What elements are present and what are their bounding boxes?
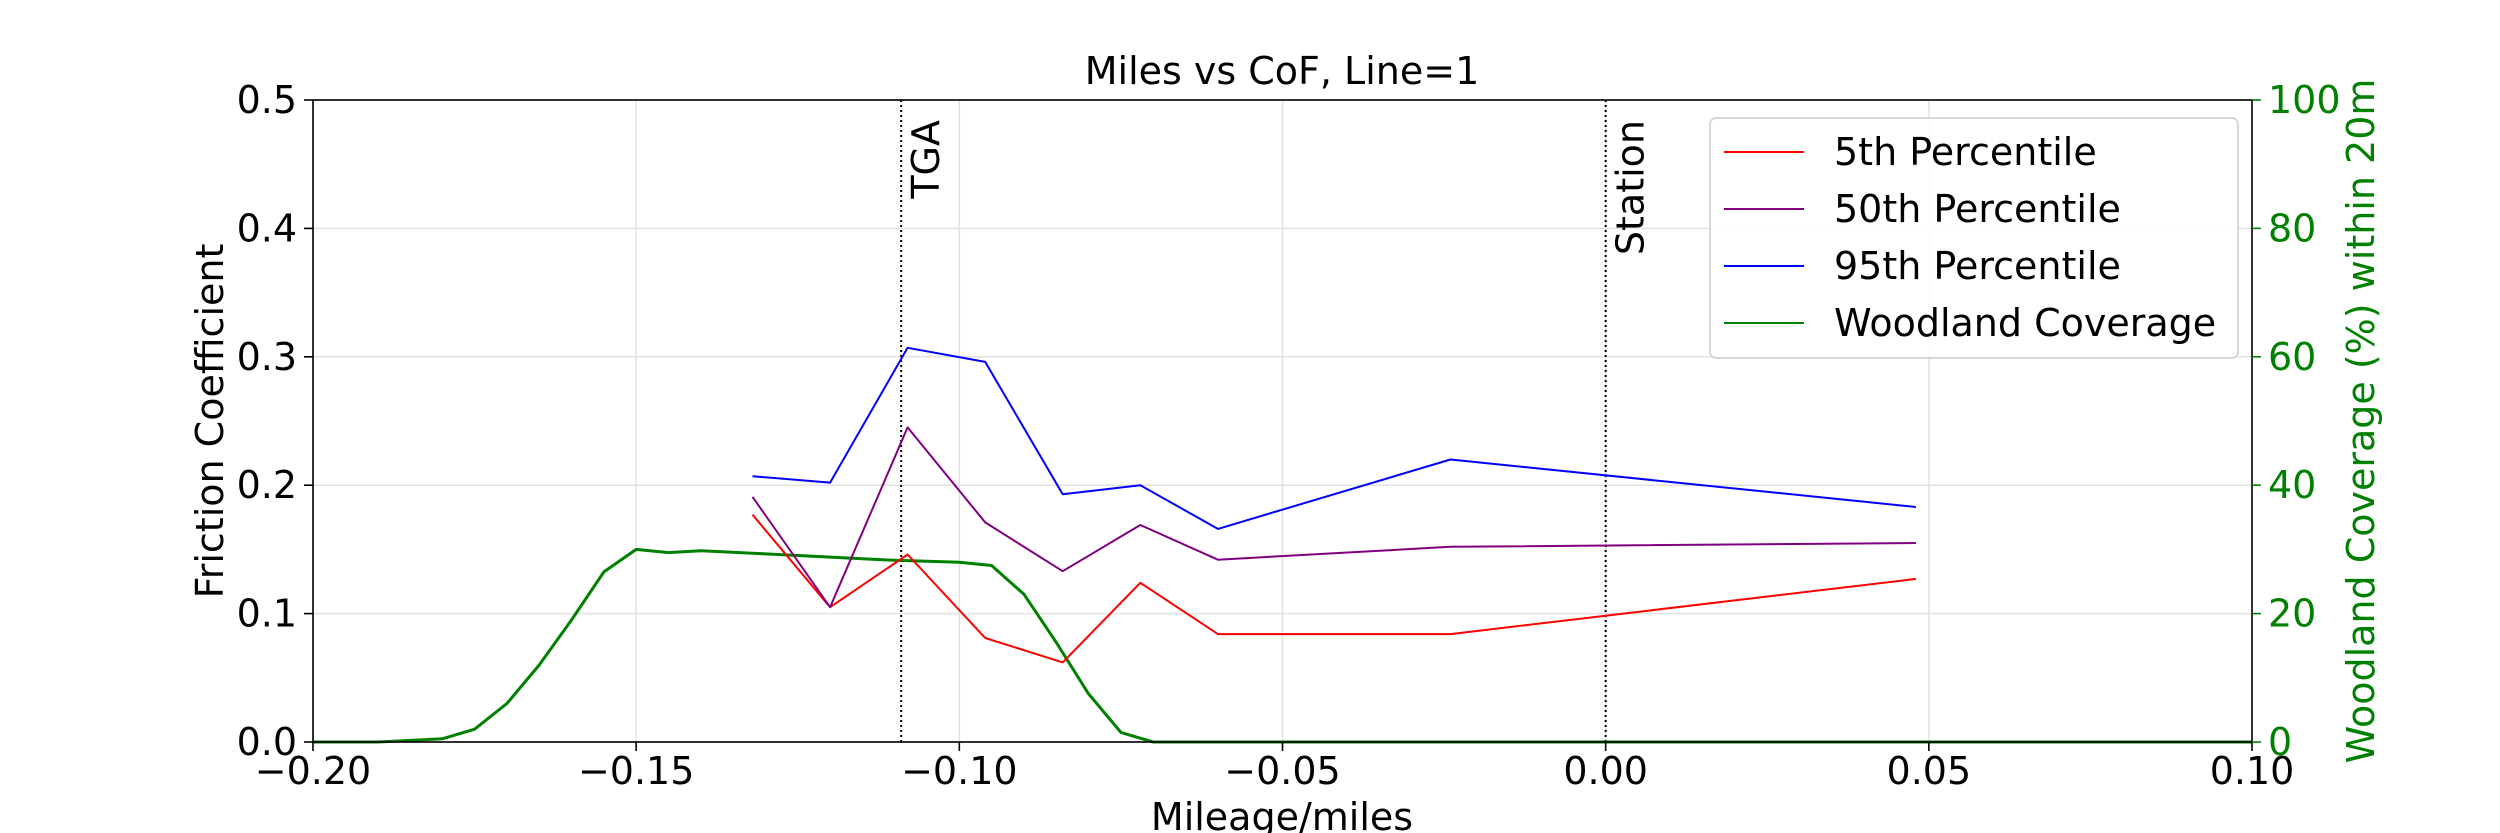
chart-title: Miles vs CoF, Line=1 xyxy=(1085,49,1480,93)
x-tick-label: −0.20 xyxy=(255,749,371,793)
y-axis-ticks: 0.0 0.1 0.2 0.3 0.4 0.5 xyxy=(237,78,313,764)
vline-label: TGA xyxy=(904,120,948,200)
series-line-95th-percentile xyxy=(752,346,1917,530)
y-tick-label: 0.4 xyxy=(237,206,297,250)
legend-label: Woodland Coverage xyxy=(1834,301,2216,345)
y-tick-label: 0.1 xyxy=(237,592,297,636)
y-tick-label: 0.2 xyxy=(237,463,297,507)
x-axis-label: Mileage/miles xyxy=(1151,795,1413,833)
y-axis-label: Friction Coefficient xyxy=(188,244,232,599)
x-tick-label: 0.00 xyxy=(1563,749,1648,793)
x-tick-label: −0.15 xyxy=(578,749,694,793)
y2-axis-label: Woodland Coverage (%) within 20m xyxy=(2339,79,2383,764)
y-tick-label: 0.5 xyxy=(237,78,297,122)
vline-label: Station xyxy=(1609,120,1653,255)
y-tick-label: 0.3 xyxy=(237,335,297,379)
x-tick-label: 0.05 xyxy=(1887,749,1972,793)
y2-tick-label: 80 xyxy=(2268,206,2316,250)
series-line-50th-percentile xyxy=(751,426,1916,609)
legend-box xyxy=(1709,117,2239,359)
y2-axis-ticks: 0 20 40 60 80 100 xyxy=(2252,78,2341,764)
y-tick-label: 0.0 xyxy=(237,720,297,764)
y2-tick-label: 60 xyxy=(2268,335,2316,379)
y2-tick-label: 20 xyxy=(2268,592,2316,636)
legend: 5th Percentile 50th Percentile 95th Percen… xyxy=(1709,117,2239,359)
legend-label: 5th Percentile xyxy=(1834,130,2097,174)
y2-tick-label: 40 xyxy=(2268,463,2316,507)
x-tick-label: −0.10 xyxy=(901,749,1017,793)
legend-label: 50th Percentile xyxy=(1834,187,2121,231)
series-line-5th-percentile xyxy=(751,514,1917,664)
y2-tick-label: 0 xyxy=(2268,720,2292,764)
x-tick-label: 0.10 xyxy=(2210,749,2295,793)
x-axis-ticks: −0.20 −0.15 −0.10 −0.05 0.00 0.05 0.10 xyxy=(255,742,2295,793)
y2-tick-label: 100 xyxy=(2268,78,2341,122)
legend-label: 95th Percentile xyxy=(1834,244,2121,288)
x-tick-label: −0.05 xyxy=(1224,749,1340,793)
reference-lines: TGA Station xyxy=(900,100,1653,742)
